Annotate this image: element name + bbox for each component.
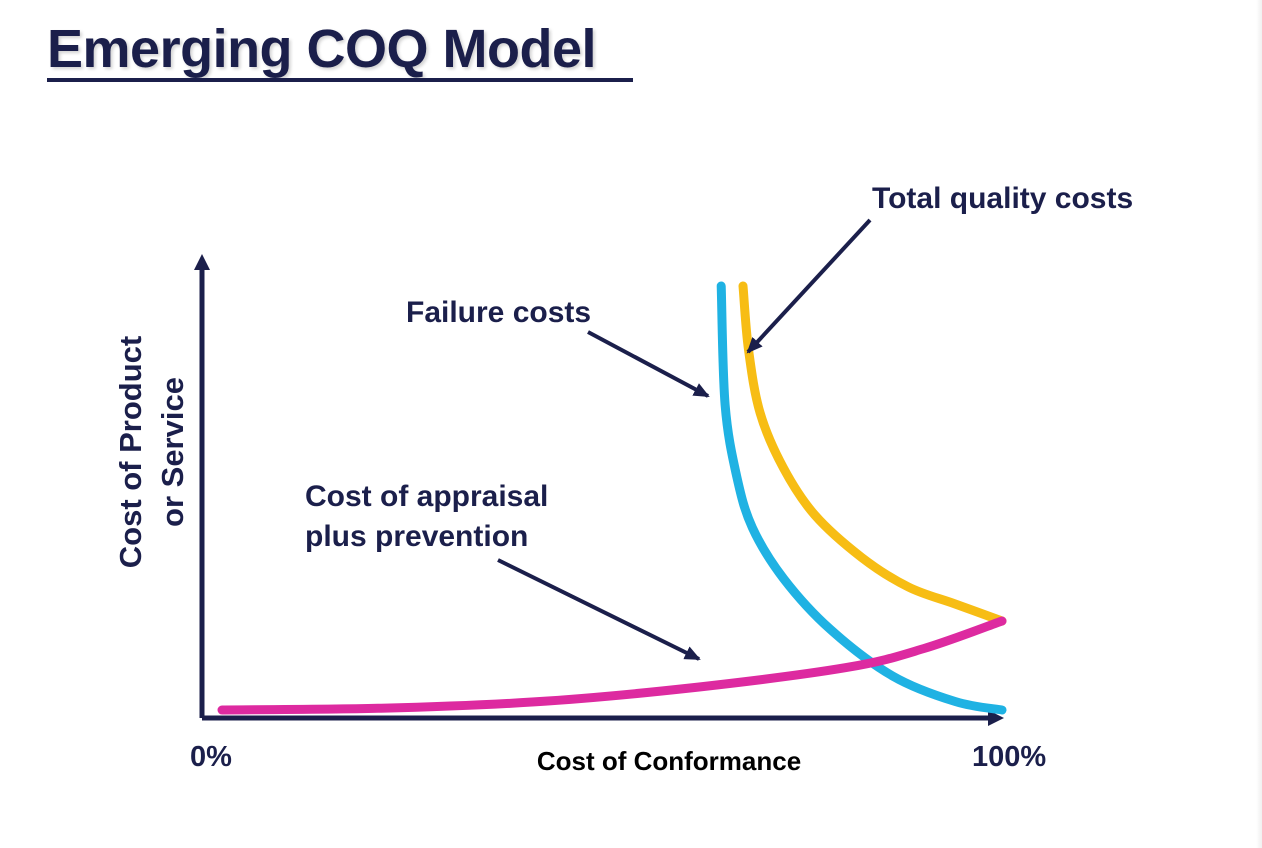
x-axis-label: Cost of Conformance	[537, 746, 801, 776]
appraisal-label-line-2: plus prevention	[305, 520, 528, 553]
total-curve	[738, 281, 1007, 626]
appraisal-arrow	[497, 558, 701, 661]
failure-curve	[716, 281, 1007, 715]
x-tick-0: 0%	[190, 741, 232, 773]
x-tick-100: 100%	[972, 741, 1046, 773]
page-title: Emerging COQ Model	[47, 19, 597, 79]
failure-costs-arrow	[587, 330, 710, 398]
total-quality-costs-label: Total quality costs	[872, 182, 1133, 215]
total-quality-costs-arrow	[746, 218, 872, 354]
right-edge-shadow	[1256, 0, 1262, 848]
series-layer	[217, 281, 1007, 715]
appraisal-label-line-1: Cost of appraisal	[305, 480, 548, 513]
failure-costs-label: Failure costs	[406, 296, 591, 329]
appraisal-curve	[217, 616, 1007, 715]
y-axis-label-line-2: or Service	[155, 377, 190, 527]
y-axis-label-line-1: Cost of Product	[113, 336, 148, 569]
title-underline	[47, 78, 633, 82]
